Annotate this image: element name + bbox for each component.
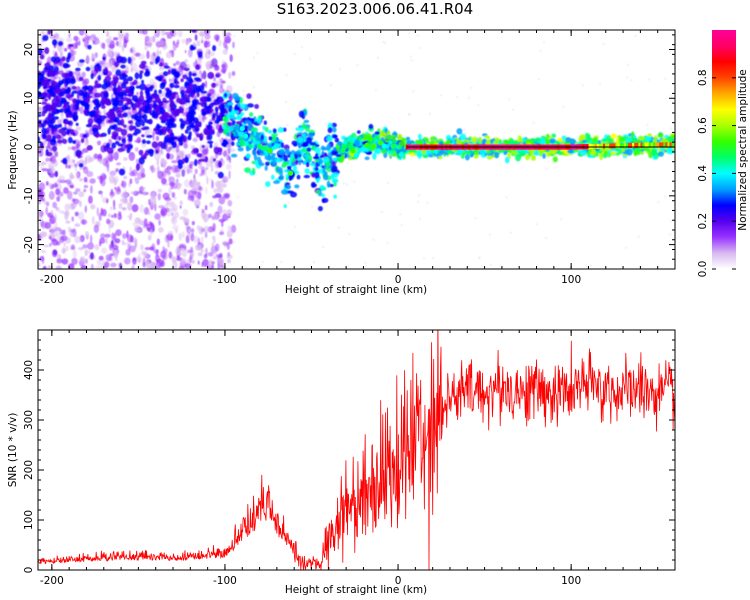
heatmap-frame: [37, 29, 676, 270]
x-tick-label: -100: [213, 575, 237, 587]
x-tick-label: 100: [561, 274, 581, 286]
y-tick-label: -10: [23, 187, 35, 204]
snr-plot: -200 -100 0 100 0 100 200 300 400 Height of str…: [7, 329, 676, 596]
colorbar-label: Normalized spectral amplitude: [737, 69, 749, 230]
x-tick-label: -100: [213, 274, 237, 286]
y-tick-label: 20: [23, 43, 35, 56]
colorbar-tick-label: 0.4: [697, 165, 709, 182]
colorbar-gradient: [712, 30, 736, 269]
heatmap-cells: [38, 30, 675, 269]
snr-x-ticks: -200 -100 0 100: [40, 330, 676, 587]
colorbar-ticks: 0.0 0.2 0.4 0.6 0.8: [697, 69, 736, 277]
chart-title: S163.2023.006.06.41.R04: [276, 0, 474, 18]
heatmap-x-axis-label: Height of straight line (km): [285, 284, 427, 296]
heatmap-x-ticks: -200 -100 0 100: [40, 30, 676, 286]
heatmap-y-axis-label: Frequency (Hz): [7, 110, 19, 189]
heatmap-y-ticks: -20 -10 0 10 20: [23, 34, 675, 270]
colorbar: 0.0 0.2 0.4 0.6 0.8 Normalized spectral ampl…: [697, 30, 749, 277]
snr-y-axis-label: SNR (10 * v/v): [7, 413, 19, 488]
x-tick-label: -200: [40, 274, 64, 286]
snr-y-ticks: 0 100 200 300 400: [23, 329, 675, 574]
x-tick-label: -200: [40, 575, 64, 587]
snr-series-line: [38, 330, 675, 570]
colorbar-tick-label: 0.8: [697, 69, 709, 86]
y-tick-label: 100: [23, 510, 35, 530]
y-tick-label: 300: [23, 410, 35, 430]
colorbar-tick-label: 0.2: [697, 213, 709, 230]
y-tick-label: 0: [23, 144, 35, 151]
x-tick-label: 0: [395, 575, 402, 587]
y-tick-label: 400: [23, 360, 35, 380]
y-tick-label: 200: [23, 460, 35, 480]
snr-x-axis-label: Height of straight line (km): [285, 584, 427, 596]
y-tick-label: -20: [23, 236, 35, 253]
colorbar-tick-label: 0.6: [697, 117, 709, 134]
y-tick-label: 10: [23, 92, 35, 105]
y-tick-label: 0: [23, 567, 35, 574]
x-tick-label: 100: [561, 575, 581, 587]
colorbar-tick-label: 0.0: [697, 261, 709, 278]
x-tick-label: 0: [395, 274, 402, 286]
